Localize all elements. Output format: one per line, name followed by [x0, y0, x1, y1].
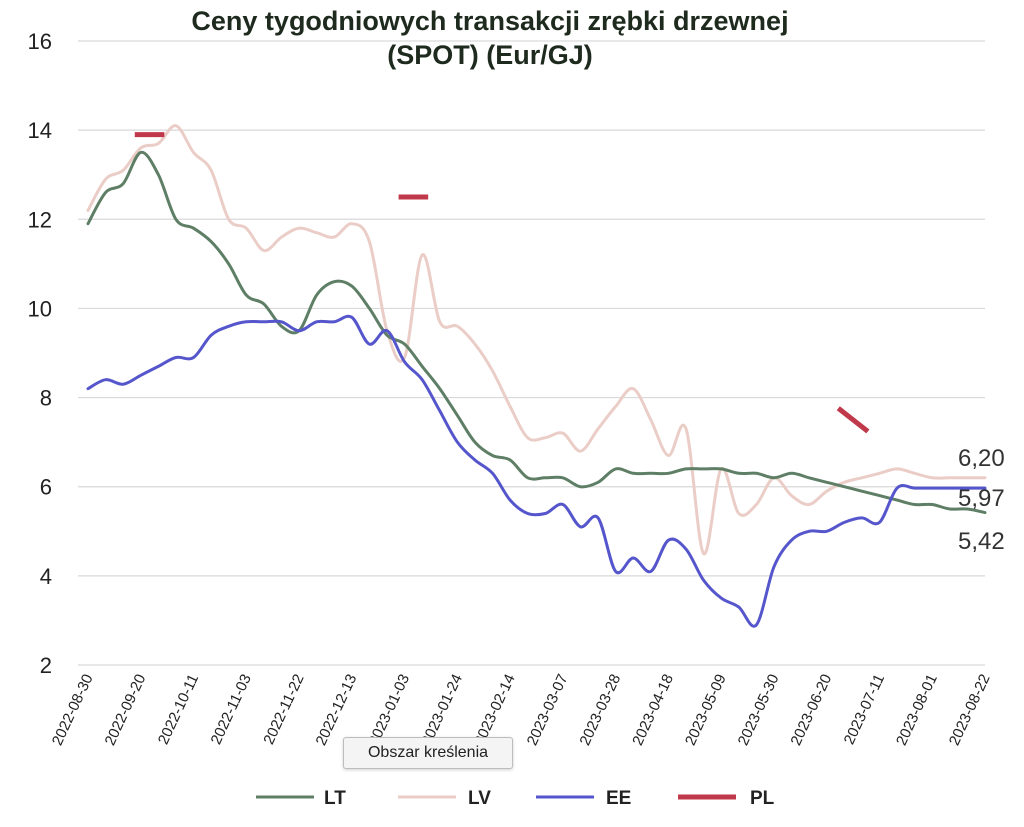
end-value-label: 6,20 [958, 445, 1005, 472]
series-lt [86, 150, 987, 515]
x-tick-label: 2022-11-22 [260, 672, 307, 748]
legend-item-lv: LV [398, 788, 491, 809]
legend-label: LV [468, 788, 491, 809]
series-pl [134, 132, 870, 434]
series-pl-segment [836, 406, 870, 434]
x-tick-label: 2023-03-28 [576, 672, 624, 749]
end-value-label: 5,97 [958, 485, 1005, 512]
y-tick-label: 8 [40, 386, 52, 411]
chart-title: Ceny tygodniowych transakcji zrębki drze… [191, 6, 788, 70]
end-value-label: 5,42 [958, 528, 1005, 555]
chart-title-line2: (SPOT) (Eur/GJ) [387, 40, 593, 70]
y-tick-label: 6 [40, 475, 52, 500]
plot-area-tooltip: Obszar kreślenia [343, 737, 513, 769]
x-tick-label: 2023-07-11 [841, 672, 888, 748]
legend-item-ee: EE [536, 788, 631, 809]
series-lv [86, 124, 987, 556]
legend-label: PL [750, 788, 775, 809]
x-tick-label: 2023-03-07 [524, 672, 572, 749]
y-tick-label: 12 [28, 207, 52, 232]
x-axis: 2022-08-30 2022-09-20 2022-10-11 2022-11-03… [49, 672, 994, 749]
x-tick-label: 2022-09-20 [102, 672, 150, 749]
series-lt-line [86, 150, 987, 515]
x-tick-label: 2022-11-03 [208, 672, 255, 748]
y-tick-label: 14 [28, 118, 52, 143]
x-tick-label: 2023-04-18 [629, 672, 677, 749]
legend-label: LT [324, 788, 346, 809]
y-tick-label: 4 [40, 564, 52, 589]
x-tick-label: 2023-05-30 [735, 672, 783, 749]
legend-item-lt: LT [256, 788, 346, 809]
x-tick-label: 2022-10-11 [155, 672, 202, 748]
plot-area[interactable] [86, 124, 987, 628]
chart-title-line1: Ceny tygodniowych transakcji zrębki drze… [191, 6, 788, 36]
x-tick-label: 2022-08-30 [49, 672, 97, 749]
series-lv-line [86, 124, 987, 556]
gridlines [78, 40, 985, 666]
series-ee-line [86, 314, 987, 628]
series-ee [86, 314, 987, 628]
y-tick-label: 16 [28, 29, 52, 54]
legend: LT LV EE PL [256, 788, 775, 809]
x-tick-label: 2023-05-09 [682, 672, 730, 749]
end-labels: 6,20 5,97 5,42 [958, 445, 1005, 555]
legend-label: EE [606, 788, 631, 809]
y-tick-label: 2 [40, 653, 52, 678]
legend-item-pl: PL [678, 788, 775, 809]
y-axis: 2 4 6 8 10 12 14 16 [28, 29, 52, 678]
x-tick-label: 2023-06-20 [787, 672, 835, 749]
x-tick-label: 2023-08-01 [893, 672, 941, 749]
y-tick-label: 10 [28, 296, 52, 321]
x-tick-label: 2023-08-22 [946, 672, 994, 749]
